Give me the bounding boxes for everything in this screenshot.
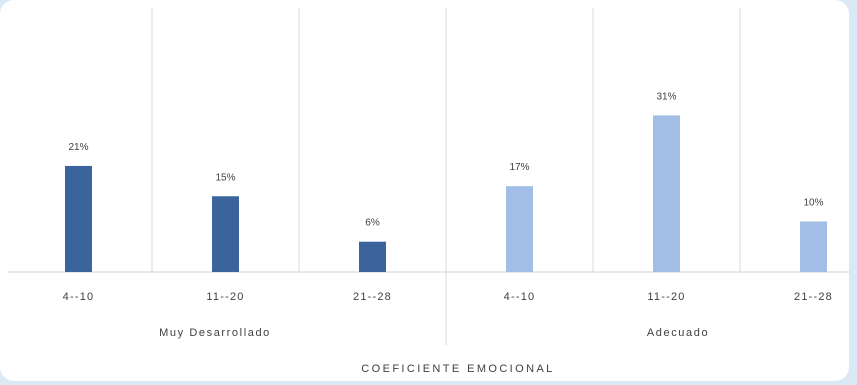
data-labels: 21% 15% 6% 17% 31% 10%: [68, 91, 823, 228]
bar: [359, 241, 386, 272]
tick-labels: 4--10 11--20 21--28 4--10 11--20 21--28: [63, 291, 833, 303]
bar: [800, 221, 827, 272]
gridlines: [8, 8, 849, 345]
data-label: 10%: [803, 198, 823, 209]
tick-label: 21--28: [794, 291, 833, 303]
tick-label: 11--20: [206, 291, 244, 303]
x-axis-title: COEFICIENTE EMOCIONAL: [361, 363, 554, 375]
tick-label: 4--10: [63, 291, 95, 303]
data-label: 6%: [365, 218, 380, 229]
bars: [65, 115, 827, 272]
data-label: 17%: [509, 162, 529, 173]
bar: [65, 165, 92, 272]
group-label: Muy Desarrollado: [159, 327, 271, 339]
group-labels: Muy Desarrollado Adecuado: [159, 327, 709, 339]
tick-label: 21--28: [353, 291, 392, 303]
data-label: 31%: [656, 91, 676, 102]
bar: [506, 186, 533, 272]
data-label: 21%: [68, 142, 88, 153]
bar: [212, 196, 239, 272]
tick-label: 4--10: [504, 291, 536, 303]
tick-label: 11--20: [647, 291, 685, 303]
bar: [653, 115, 680, 272]
group-label: Adecuado: [647, 327, 709, 339]
data-label: 15%: [215, 172, 235, 183]
